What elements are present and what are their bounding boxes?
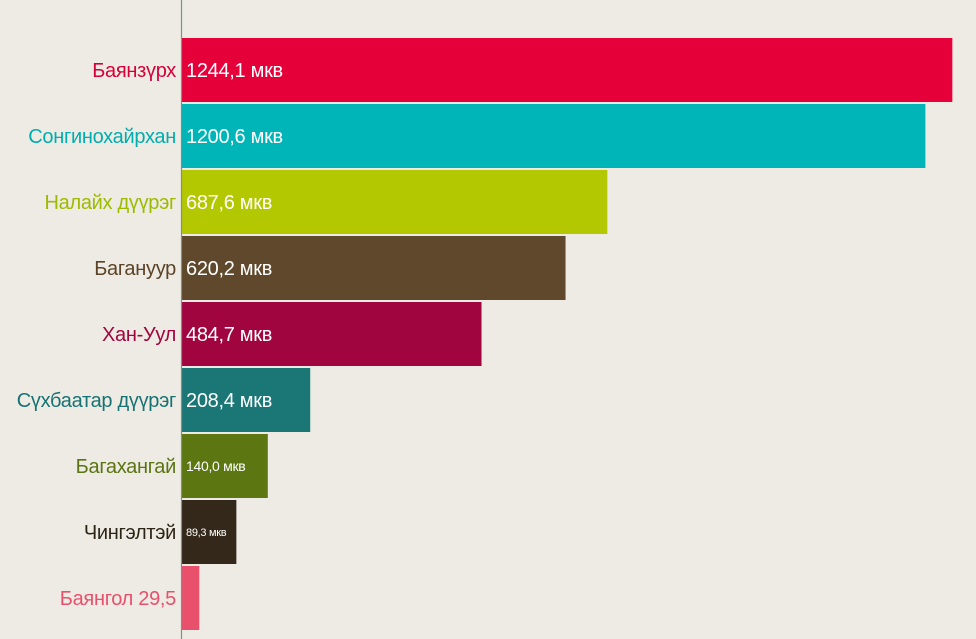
value-label: 620,2 мкв: [186, 258, 272, 280]
bar-4: [181, 236, 566, 300]
value-label: 484,7 мкв: [186, 324, 272, 346]
category-label: Сонгинохайрхан: [28, 126, 176, 148]
category-label: Баянзүрх: [92, 60, 176, 82]
category-label: Баянгол 29,5: [60, 588, 176, 610]
bar-6: [181, 368, 311, 432]
bar-8: [181, 500, 237, 564]
category-label: Налайх дүүрэг: [45, 192, 176, 214]
bar-5: [181, 302, 482, 366]
value-label: 687,6 мкв: [186, 192, 272, 214]
category-label: Чингэлтэй: [84, 522, 176, 544]
category-label: Сүхбаатар дүүрэг: [17, 390, 176, 412]
value-label: 208,4 мкв: [186, 390, 272, 412]
bar-3: [181, 170, 608, 234]
category-label: Багануур: [94, 258, 176, 280]
value-label: 1200,6 мкв: [186, 126, 283, 148]
value-label: 89,3 мкв: [186, 527, 227, 539]
value-label: 140,0 мкв: [186, 458, 245, 474]
category-label: Багахангай: [76, 456, 176, 478]
bar-7: [181, 434, 268, 498]
bar-1: [181, 38, 953, 102]
category-label: Хан-Уул: [102, 324, 176, 346]
value-label: 1244,1 мкв: [186, 60, 283, 82]
bar-9: [181, 566, 200, 630]
bar-2: [181, 104, 926, 168]
